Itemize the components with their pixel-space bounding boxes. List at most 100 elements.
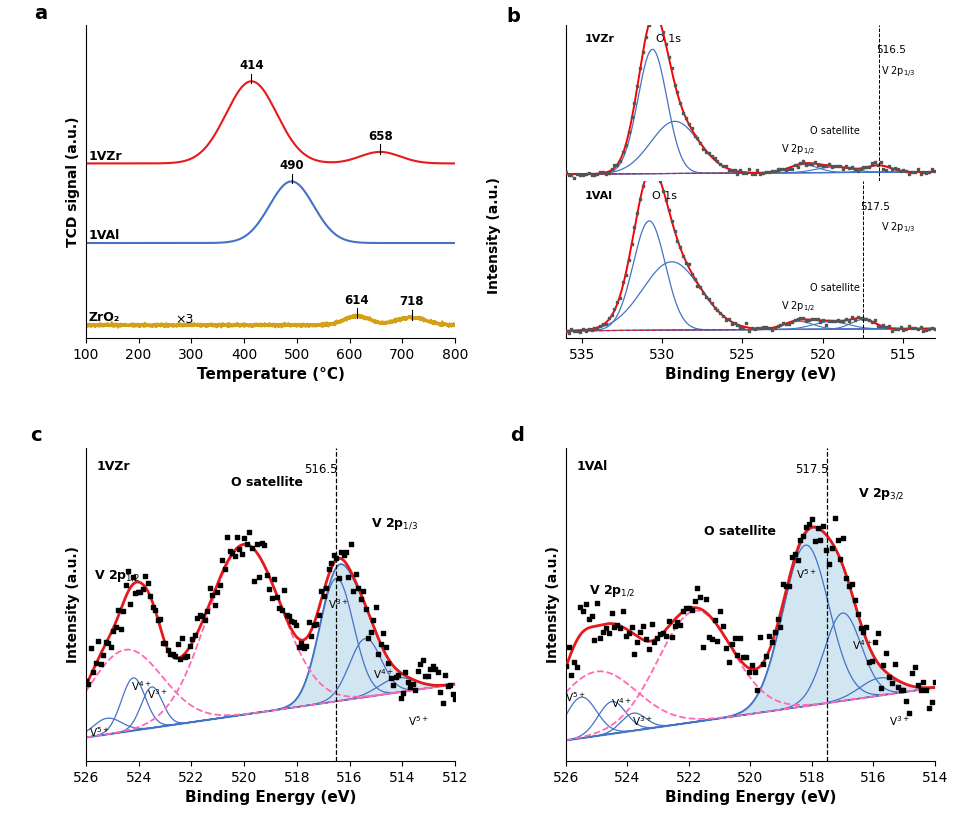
Point bbox=[686, 595, 701, 608]
Point bbox=[838, 313, 853, 326]
Point bbox=[889, 163, 904, 176]
Point bbox=[663, 214, 679, 227]
Point bbox=[323, 557, 338, 570]
Point bbox=[789, 312, 804, 325]
X-axis label: Binding Energy (eV): Binding Energy (eV) bbox=[664, 367, 835, 382]
Point bbox=[903, 666, 919, 679]
Text: d: d bbox=[510, 427, 524, 446]
Point bbox=[755, 167, 770, 180]
Point bbox=[125, 571, 140, 584]
Point bbox=[732, 321, 747, 334]
Point bbox=[892, 684, 907, 697]
Point bbox=[706, 614, 721, 627]
Point bbox=[703, 633, 719, 646]
Point bbox=[723, 318, 739, 331]
Point bbox=[718, 160, 733, 173]
Point bbox=[683, 603, 699, 616]
Point bbox=[600, 626, 616, 639]
Point bbox=[620, 254, 636, 267]
Point bbox=[823, 160, 839, 174]
Point bbox=[115, 605, 131, 618]
Point bbox=[841, 580, 856, 593]
Point bbox=[626, 221, 641, 234]
Point bbox=[861, 160, 876, 174]
Point bbox=[612, 154, 627, 167]
Point bbox=[686, 129, 701, 142]
Text: Intensity (a.u.): Intensity (a.u.) bbox=[487, 177, 500, 294]
Point bbox=[858, 313, 873, 326]
Point bbox=[772, 318, 787, 332]
Point bbox=[812, 158, 827, 171]
Point bbox=[306, 619, 321, 632]
Point bbox=[278, 609, 294, 622]
Point bbox=[368, 600, 383, 614]
Point bbox=[192, 608, 207, 621]
Point bbox=[766, 165, 781, 178]
Point bbox=[841, 161, 856, 174]
Point bbox=[863, 156, 879, 170]
Point bbox=[86, 666, 101, 679]
Point bbox=[430, 665, 445, 678]
Point bbox=[638, 633, 653, 646]
Point bbox=[915, 325, 930, 338]
Point bbox=[889, 322, 904, 335]
Point bbox=[88, 657, 103, 670]
Point bbox=[729, 648, 744, 662]
Point bbox=[128, 587, 143, 600]
Point bbox=[603, 162, 618, 175]
Point bbox=[666, 79, 681, 92]
Point bbox=[586, 322, 601, 335]
Point bbox=[172, 652, 188, 665]
Point bbox=[598, 622, 613, 635]
Point bbox=[589, 322, 604, 335]
Point bbox=[698, 290, 713, 304]
Point bbox=[340, 570, 355, 583]
Point bbox=[635, 179, 650, 193]
Point bbox=[709, 155, 724, 168]
Text: 658: 658 bbox=[367, 130, 392, 143]
Point bbox=[419, 670, 435, 683]
Point bbox=[145, 600, 160, 614]
Point bbox=[560, 168, 576, 181]
Point bbox=[755, 321, 770, 334]
Point bbox=[875, 658, 890, 672]
Point bbox=[402, 680, 417, 693]
Point bbox=[855, 160, 870, 174]
Point bbox=[743, 167, 759, 180]
Point bbox=[718, 313, 733, 326]
Point bbox=[826, 511, 841, 524]
Point bbox=[558, 324, 573, 337]
Text: V$^{4+}$: V$^{4+}$ bbox=[373, 667, 394, 681]
Point bbox=[328, 552, 343, 565]
Point bbox=[247, 575, 262, 588]
Point bbox=[586, 169, 601, 182]
Point bbox=[695, 143, 710, 156]
Point bbox=[692, 590, 707, 604]
Point bbox=[852, 621, 867, 634]
Point bbox=[912, 683, 927, 696]
Point bbox=[740, 163, 756, 176]
Point bbox=[649, 167, 664, 180]
Text: 516.5: 516.5 bbox=[304, 463, 337, 476]
Point bbox=[566, 655, 581, 668]
Point bbox=[846, 162, 862, 175]
Point bbox=[752, 630, 767, 643]
Point bbox=[357, 603, 373, 616]
Point bbox=[875, 162, 890, 175]
Point bbox=[558, 165, 573, 178]
Text: V 2p$_{3/2}$: V 2p$_{3/2}$ bbox=[857, 487, 903, 502]
Point bbox=[224, 546, 239, 559]
Point bbox=[377, 641, 393, 654]
Point bbox=[252, 571, 267, 584]
Point bbox=[580, 167, 596, 180]
Point bbox=[735, 651, 750, 664]
Point bbox=[683, 267, 699, 280]
Point bbox=[858, 620, 873, 633]
Point bbox=[669, 235, 684, 248]
Point bbox=[749, 684, 764, 697]
Point bbox=[150, 614, 165, 627]
Text: 517.5: 517.5 bbox=[860, 202, 889, 212]
Point bbox=[575, 605, 590, 618]
Point bbox=[666, 224, 681, 237]
Text: V 2p$_{1/2}$: V 2p$_{1/2}$ bbox=[94, 569, 141, 585]
